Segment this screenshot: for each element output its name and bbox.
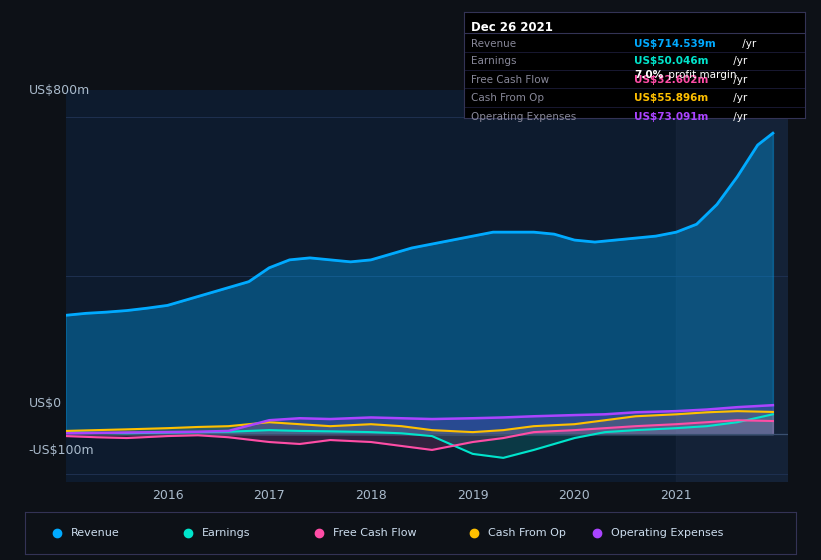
Text: Revenue: Revenue	[71, 529, 120, 538]
Text: Dec 26 2021: Dec 26 2021	[470, 21, 553, 34]
Text: 7.0%: 7.0%	[635, 71, 663, 81]
Text: US$55.896m: US$55.896m	[635, 93, 709, 103]
Text: Operating Expenses: Operating Expenses	[611, 529, 723, 538]
Text: /yr: /yr	[730, 74, 747, 85]
Bar	[677, 90, 788, 482]
Text: Free Cash Flow: Free Cash Flow	[333, 529, 417, 538]
Text: Free Cash Flow: Free Cash Flow	[470, 74, 548, 85]
Text: /yr: /yr	[739, 39, 756, 49]
Text: profit margin: profit margin	[665, 71, 736, 81]
Text: Cash From Op: Cash From Op	[470, 93, 544, 103]
Text: US$32.602m: US$32.602m	[635, 74, 709, 85]
Text: US$800m: US$800m	[29, 84, 90, 97]
Text: US$50.046m: US$50.046m	[635, 56, 709, 66]
Text: Revenue: Revenue	[470, 39, 516, 49]
Text: Earnings: Earnings	[470, 56, 516, 66]
Text: US$714.539m: US$714.539m	[635, 39, 716, 49]
Text: Cash From Op: Cash From Op	[488, 529, 566, 538]
Text: Earnings: Earnings	[202, 529, 250, 538]
Text: /yr: /yr	[730, 56, 747, 66]
Text: -US$100m: -US$100m	[29, 444, 94, 458]
Text: US$0: US$0	[29, 396, 62, 410]
Text: /yr: /yr	[730, 111, 747, 122]
Text: /yr: /yr	[730, 93, 747, 103]
Text: Operating Expenses: Operating Expenses	[470, 111, 576, 122]
Text: US$73.091m: US$73.091m	[635, 111, 709, 122]
